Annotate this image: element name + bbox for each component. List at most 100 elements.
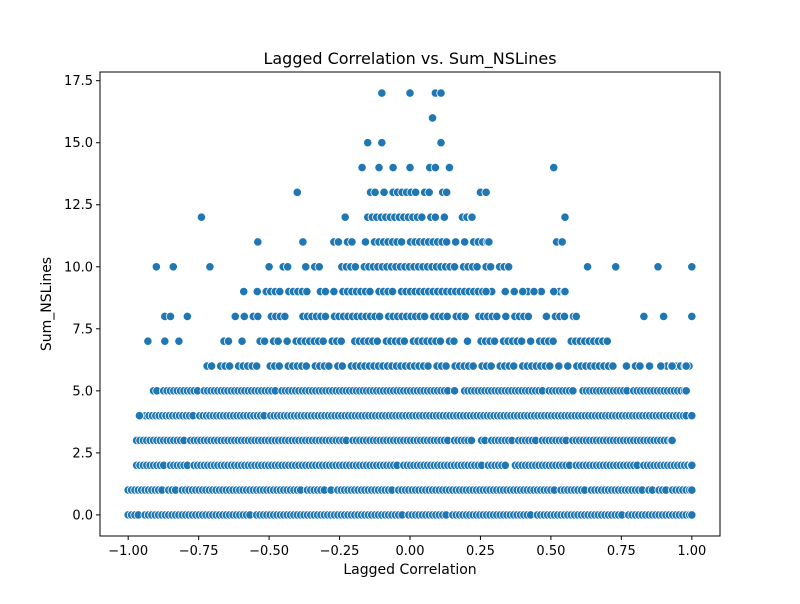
- data-point: [363, 138, 373, 148]
- data-point: [687, 262, 697, 272]
- data-point: [182, 311, 192, 322]
- data-point: [301, 361, 311, 371]
- y-tick-label: 12.5: [64, 198, 93, 213]
- data-point: [436, 88, 446, 98]
- data-point: [500, 460, 510, 470]
- data-point: [472, 262, 482, 272]
- data-point: [554, 361, 564, 371]
- data-point: [259, 336, 270, 346]
- data-point: [274, 361, 284, 371]
- data-point: [529, 286, 539, 297]
- data-point: [621, 361, 632, 371]
- data-point: [387, 286, 398, 297]
- data-point: [560, 286, 570, 297]
- data-point: [298, 237, 308, 247]
- data-point: [516, 336, 527, 346]
- data-point: [318, 336, 328, 346]
- data-point: [365, 286, 375, 297]
- data-point: [424, 187, 434, 197]
- data-point: [160, 336, 170, 346]
- data-point: [467, 212, 477, 222]
- data-point: [442, 311, 452, 322]
- data-point: [314, 262, 324, 272]
- data-point: [449, 386, 460, 396]
- x-tick-label: −0.50: [249, 544, 289, 559]
- data-point: [559, 311, 570, 322]
- data-point: [423, 361, 433, 371]
- data-point: [518, 286, 528, 297]
- data-point: [237, 336, 247, 346]
- data-point: [252, 286, 262, 297]
- data-point: [481, 187, 491, 197]
- x-tick-label: −0.75: [179, 544, 219, 559]
- data-point: [602, 336, 612, 346]
- data-point: [548, 336, 558, 346]
- data-point: [340, 212, 350, 222]
- y-axis-label: Sum_NSLines: [39, 257, 55, 351]
- data-point: [253, 237, 263, 247]
- data-point: [196, 212, 207, 222]
- data-point: [486, 361, 496, 371]
- y-tick-label: 15.0: [64, 136, 93, 151]
- data-point: [225, 361, 235, 371]
- data-point: [239, 311, 249, 322]
- data-point: [230, 311, 240, 322]
- data-point: [377, 88, 387, 98]
- data-point: [374, 162, 384, 173]
- data-point: [405, 162, 415, 173]
- data-point: [608, 361, 618, 371]
- data-point: [611, 262, 621, 272]
- x-tick-label: 0.25: [466, 544, 495, 559]
- data-point: [430, 212, 440, 222]
- data-point: [481, 286, 491, 297]
- x-tick-label: 0.00: [396, 544, 425, 559]
- data-point: [436, 138, 446, 148]
- data-point: [372, 336, 382, 346]
- data-point: [549, 286, 559, 297]
- data-point: [283, 262, 293, 272]
- data-point: [275, 286, 285, 297]
- data-point: [337, 361, 347, 371]
- data-point: [449, 262, 460, 272]
- data-point: [165, 311, 176, 322]
- data-point: [377, 138, 387, 148]
- y-tick-label: 17.5: [64, 74, 93, 89]
- data-point: [420, 311, 430, 322]
- data-point: [273, 336, 283, 346]
- chart-title: Lagged Correlation vs. Sum_NSLines: [263, 49, 556, 69]
- data-point: [504, 262, 514, 272]
- data-point: [439, 212, 449, 222]
- data-point: [451, 237, 461, 247]
- data-point: [687, 411, 697, 421]
- data-point: [379, 187, 389, 197]
- data-point: [207, 361, 217, 371]
- y-tick-label: 0.0: [72, 508, 93, 523]
- data-point: [500, 286, 510, 297]
- data-point: [282, 336, 292, 346]
- data-point: [466, 435, 477, 446]
- data-point: [687, 485, 697, 495]
- data-point: [549, 162, 559, 173]
- data-point: [411, 187, 421, 197]
- data-point: [302, 286, 312, 297]
- data-point: [399, 336, 409, 346]
- data-point: [681, 361, 691, 371]
- data-point: [468, 361, 478, 371]
- data-point: [501, 311, 511, 322]
- data-point: [143, 336, 153, 346]
- data-point: [442, 187, 452, 197]
- data-point: [441, 361, 451, 371]
- data-point: [667, 435, 677, 446]
- data-point: [347, 237, 357, 247]
- data-point: [374, 311, 385, 322]
- data-point: [174, 336, 184, 346]
- data-point: [324, 361, 334, 371]
- data-point: [635, 361, 645, 371]
- data-point: [370, 187, 380, 197]
- data-point: [687, 510, 697, 520]
- data-point: [681, 386, 691, 396]
- data-point: [526, 336, 536, 346]
